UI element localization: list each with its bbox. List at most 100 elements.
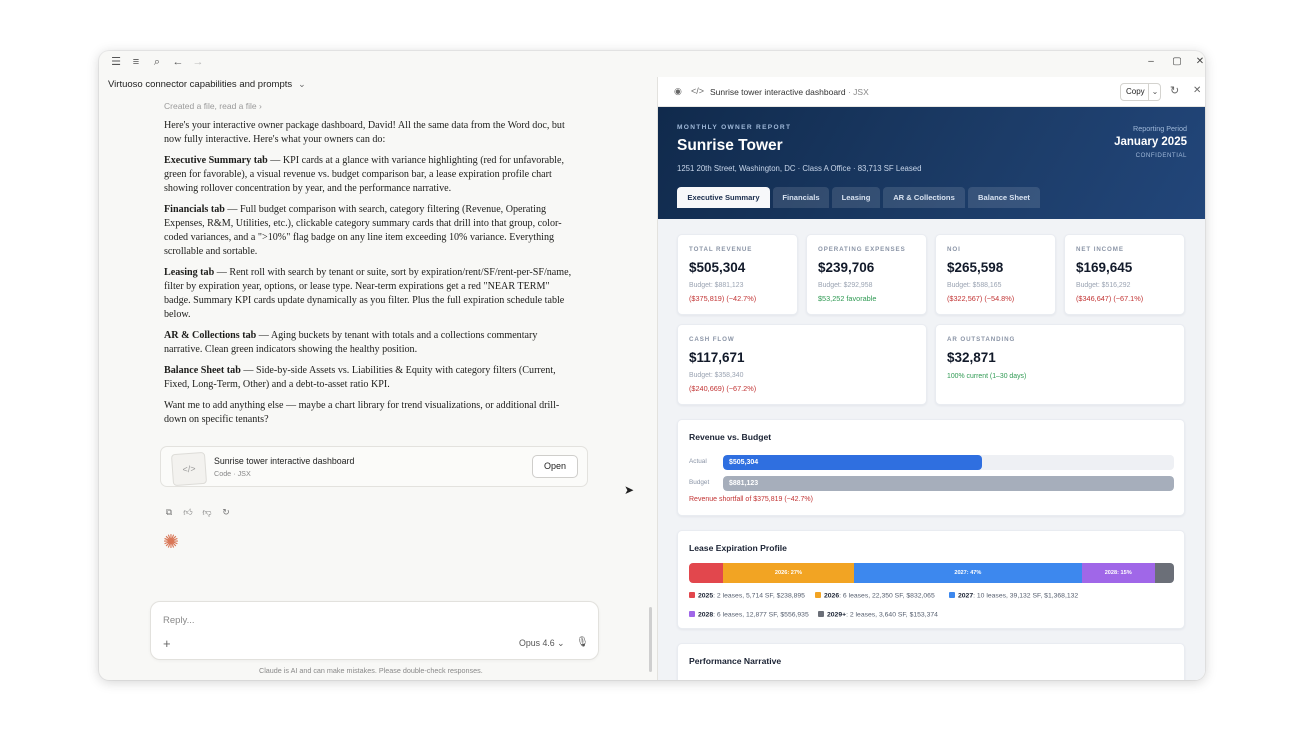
claude-logo-icon: ✺: [163, 532, 179, 553]
kpi-variance: ($322,567) (−54.8%): [947, 294, 1015, 303]
sidebar-toggle-icon[interactable]: ≡: [132, 56, 140, 68]
section-title: Leasing tab: [164, 267, 215, 278]
kpi-card-noi[interactable]: NOI $265,598 Budget: $588,165 ($322,567)…: [935, 234, 1056, 315]
copy-button[interactable]: Copy ⌄: [1120, 83, 1161, 101]
reply-input[interactable]: Reply...: [163, 615, 195, 626]
kpi-value: $265,598: [947, 260, 1004, 275]
kpi-card-ar-outstanding[interactable]: AR OUTSTANDING $32,871 100% current (1–3…: [935, 324, 1185, 405]
section-title: Balance Sheet tab: [164, 365, 241, 376]
legend-year: 2027: [958, 592, 974, 600]
tab-balance-sheet[interactable]: Balance Sheet: [968, 187, 1040, 208]
kpi-label: AR OUTSTANDING: [947, 336, 1016, 343]
actual-bar-track: $505,304: [723, 455, 1174, 470]
artifact-card[interactable]: </> Sunrise tower interactive dashboard …: [160, 446, 588, 487]
confidential-badge: CONFIDENTIAL: [1135, 152, 1187, 159]
open-artifact-button[interactable]: Open: [532, 455, 578, 478]
chat-scrollbar[interactable]: [649, 607, 652, 672]
legend-text: : 10 leases, 39,132 SF, $1,368,132: [973, 592, 1079, 600]
kpi-label: OPERATING EXPENSES: [818, 246, 906, 253]
kpi-value: $169,645: [1076, 260, 1133, 275]
kpi-label: TOTAL REVENUE: [689, 246, 753, 253]
kpi-value: $505,304: [689, 260, 746, 275]
kpi-variance: ($346,647) (−67.1%): [1076, 294, 1144, 303]
message-actions: ⧉ 👍︎ 👎︎ ↻: [163, 502, 239, 517]
reporting-period: January 2025: [1114, 136, 1187, 148]
close-window-button[interactable]: ✕: [1195, 56, 1205, 67]
code-view-icon[interactable]: </>: [691, 86, 705, 96]
kpi-budget: Budget: $881,123: [689, 282, 744, 289]
search-icon[interactable]: ⌕: [153, 56, 161, 68]
artifact-panel: ◉ </> Sunrise tower interactive dashboar…: [657, 77, 1205, 680]
conversation-title-text: Virtuoso connector capabilities and prom…: [108, 79, 293, 90]
message-section: AR & Collections tab — Aging buckets by …: [164, 329, 572, 357]
conversation-title[interactable]: Virtuoso connector capabilities and prom…: [108, 79, 306, 90]
reply-composer[interactable]: Reply... + Opus 4.6 ⌄ 🎙︎: [150, 601, 599, 660]
thumbs-down-icon[interactable]: 👎︎: [202, 507, 212, 517]
forward-arrow-icon[interactable]: →: [192, 56, 204, 68]
kpi-card-operating-expenses[interactable]: OPERATING EXPENSES $239,706 Budget: $292…: [806, 234, 927, 315]
thumbs-up-icon[interactable]: 👍︎: [183, 507, 193, 517]
lease-segment-2029-plus[interactable]: [1154, 563, 1174, 583]
kpi-label: CASH FLOW: [689, 336, 735, 343]
legend-year: 2028: [698, 611, 714, 619]
legend-text: : 6 leases, 22,350 SF, $832,065: [839, 592, 935, 600]
lease-expiration-bar: 2026: 27% 2027: 47% 2028: 15%: [689, 563, 1174, 583]
refresh-icon[interactable]: ↻: [1170, 85, 1180, 97]
legend-text: : 2 leases, 3,640 SF, $153,374: [846, 611, 938, 619]
tab-executive-summary[interactable]: Executive Summary: [677, 187, 770, 208]
artifact-header: ◉ </> Sunrise tower interactive dashboar…: [658, 77, 1205, 107]
copy-icon[interactable]: ⧉: [165, 507, 173, 517]
section-title: Financials tab: [164, 204, 225, 215]
chevron-down-icon: ⌄: [557, 638, 565, 648]
back-arrow-icon[interactable]: ←: [172, 56, 184, 68]
section-text: — Rent roll with search by tenant or sui…: [164, 267, 572, 320]
kpi-variance: ($240,669) (−67.2%): [689, 384, 757, 393]
preview-eye-icon[interactable]: ◉: [674, 86, 682, 96]
tool-activity-note[interactable]: Created a file, read a file ›: [164, 101, 262, 111]
section-title: Performance Narrative: [689, 656, 782, 666]
kpi-value: $32,871: [947, 350, 996, 365]
chevron-down-icon: ⌄: [298, 79, 306, 89]
menu-icon[interactable]: ☰: [111, 56, 121, 68]
title-bar: ☰ ≡ ⌕ ← → – ▢ ✕: [99, 51, 1205, 73]
kpi-variance: $53,252 favorable: [818, 294, 877, 303]
kpi-card-total-revenue[interactable]: TOTAL REVENUE $505,304 Budget: $881,123 …: [677, 234, 798, 315]
model-selector[interactable]: Opus 4.6 ⌄: [519, 638, 565, 649]
legend-year: 2025: [698, 592, 714, 600]
kpi-card-cash-flow[interactable]: CASH FLOW $117,671 Budget: $358,340 ($24…: [677, 324, 927, 405]
lease-segment-2027[interactable]: 2027: 47%: [853, 563, 1082, 583]
lease-segment-2028[interactable]: 2028: 15%: [1081, 563, 1155, 583]
tab-leasing[interactable]: Leasing: [832, 187, 880, 208]
message-section: Financials tab — Full budget comparison …: [164, 203, 572, 259]
property-subtitle: 1251 20th Street, Washington, DC · Class…: [677, 164, 922, 173]
artifact-title-suffix: · JSX: [845, 87, 869, 97]
message-section: Balance Sheet tab — Side-by-side Assets …: [164, 364, 572, 392]
microphone-icon[interactable]: 🎙︎: [576, 637, 589, 648]
section-title: Executive Summary tab: [164, 155, 268, 166]
retry-icon[interactable]: ↻: [222, 507, 230, 517]
kpi-budget: Budget: $292,958: [818, 282, 873, 289]
chevron-down-icon[interactable]: ⌄: [1148, 84, 1161, 100]
close-icon[interactable]: ✕: [1193, 85, 1202, 96]
lease-segment-2025[interactable]: [689, 563, 723, 583]
tab-financials[interactable]: Financials: [773, 187, 829, 208]
section-text: — Full budget comparison with search, ca…: [164, 204, 562, 257]
copy-label: Copy: [1126, 87, 1145, 96]
artifact-name: Sunrise tower interactive dashboard: [214, 456, 355, 466]
artifact-title-text: Sunrise tower interactive dashboard: [710, 87, 846, 97]
legend-item-2026: 2026: 6 leases, 22,350 SF, $832,065: [815, 592, 935, 600]
message-closing: Want me to add anything else — maybe a c…: [164, 400, 560, 425]
section-text: — KPI cards at a glance with variance hi…: [164, 155, 564, 194]
revenue-vs-budget-card: Revenue vs. Budget Actual $505,304 Budge…: [677, 419, 1185, 516]
minimize-button[interactable]: –: [1148, 56, 1154, 67]
performance-narrative-card: Performance Narrative: [677, 643, 1185, 680]
legend-swatch: [818, 611, 824, 617]
add-attachment-icon[interactable]: +: [163, 636, 171, 651]
kpi-variance: 100% current (1–30 days): [947, 373, 1026, 380]
maximize-button[interactable]: ▢: [1172, 56, 1182, 67]
section-title: Revenue vs. Budget: [689, 432, 772, 442]
kpi-card-net-income[interactable]: NET INCOME $169,645 Budget: $516,292 ($3…: [1064, 234, 1185, 315]
lease-segment-2026[interactable]: 2026: 27%: [722, 563, 854, 583]
tab-ar-collections[interactable]: AR & Collections: [883, 187, 965, 208]
property-title: Sunrise Tower: [677, 137, 783, 154]
